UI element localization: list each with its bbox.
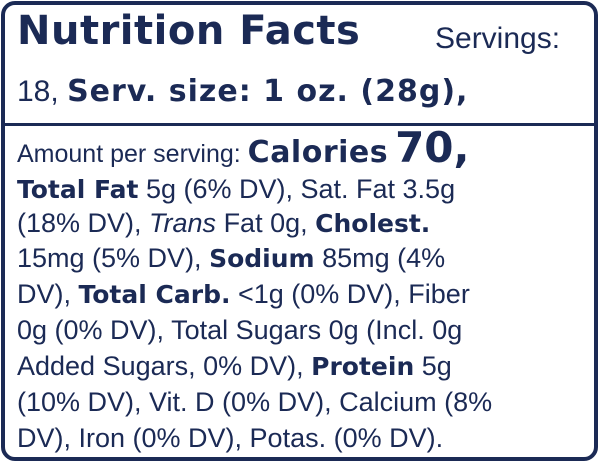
carb-line: DV), Total Carb. <1g (0% DV), Fiber	[17, 277, 470, 312]
fiber-line: 0g (0% DV), Total Sugars 0g (Incl. 0g	[17, 313, 462, 347]
protein-value: 5g	[414, 351, 452, 381]
sodium-value: 85mg (4%	[314, 243, 446, 273]
servings-value: 18,	[17, 75, 59, 108]
cholest-value: 15mg (5% DV),	[17, 243, 210, 273]
carb-value: <1g (0% DV), Fiber	[230, 279, 470, 309]
trans-value: Fat 0g,	[216, 208, 316, 238]
sodium-line: 15mg (5% DV), Sodium 85mg (4%	[17, 241, 445, 276]
protein-line: Added Sugars, 0% DV), Protein 5g	[17, 349, 452, 384]
header-line: Nutrition Facts Servings:	[17, 11, 560, 55]
total-fat-value: 5g (6% DV), Sat. Fat 3.5g	[138, 174, 456, 204]
total-fat-line: Total Fat 5g (6% DV), Sat. Fat 3.5g	[17, 172, 455, 207]
label-title: Nutrition Facts	[17, 8, 361, 54]
calories-value: 70,	[395, 123, 470, 172]
sat-fat-dv: (18% DV),	[17, 208, 150, 238]
last-line: DV), Iron (0% DV), Potas. (0% DV).	[17, 423, 444, 453]
cholest-label: Cholest.	[315, 209, 431, 238]
amount-per-serving: Amount per serving:	[17, 140, 241, 168]
trans-label: Trans	[149, 208, 217, 238]
carb-label: Total Carb.	[78, 280, 231, 309]
trans-fat-line: (18% DV), Trans Fat 0g, Cholest.	[17, 206, 430, 241]
divider-rule	[5, 123, 594, 126]
added-sugars: Added Sugars, 0% DV),	[17, 351, 312, 381]
vitd-line: (10% DV), Vit. D (0% DV), Calcium (8%	[17, 387, 493, 417]
sodium-label: Sodium	[209, 244, 315, 273]
serving-size-line: 18, Serv. size: 1 oz. (28g),	[17, 75, 468, 109]
serving-size: Serv. size: 1 oz. (28g),	[67, 74, 469, 109]
servings-label: Servings:	[435, 22, 561, 55]
mineral-line: DV), Iron (0% DV), Potas. (0% DV).	[17, 421, 443, 455]
calories-label: Calories	[247, 135, 389, 170]
fiber-value: 0g (0% DV), Total Sugars 0g (Incl. 0g	[17, 315, 463, 345]
protein-label: Protein	[311, 352, 415, 381]
sodium-dv-end: DV),	[17, 279, 79, 309]
total-fat-label: Total Fat	[17, 175, 139, 204]
calories-line: Amount per serving: Calories 70,	[17, 127, 469, 174]
vitamin-line: (10% DV), Vit. D (0% DV), Calcium (8%	[17, 385, 492, 419]
